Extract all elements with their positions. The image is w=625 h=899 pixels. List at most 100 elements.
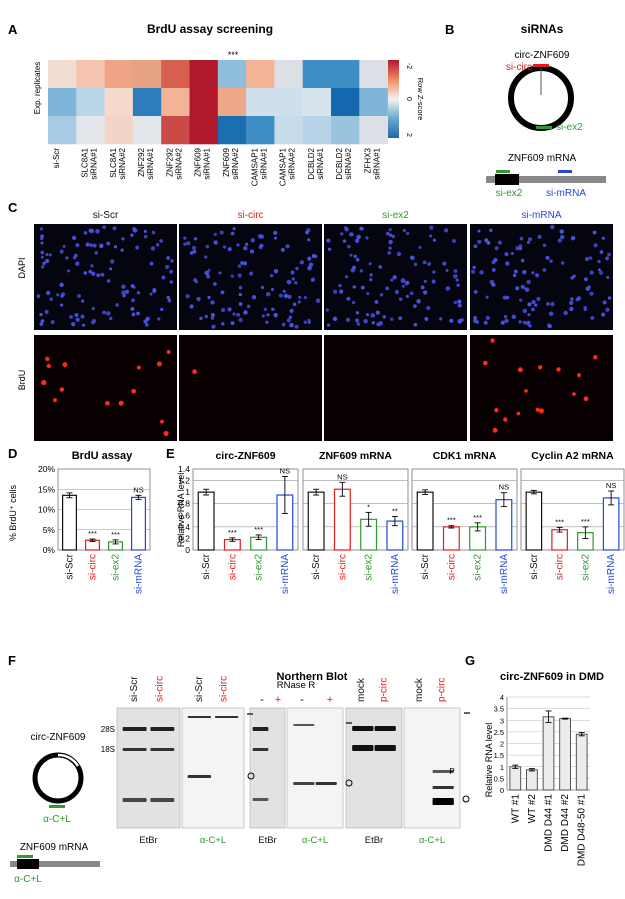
nucleus — [599, 250, 604, 254]
nucleus — [185, 294, 190, 299]
nucleus — [294, 281, 298, 285]
nucleus — [347, 244, 351, 249]
nucleus — [238, 317, 243, 323]
nucleus — [310, 277, 315, 282]
bar — [542, 716, 555, 791]
gel-band — [150, 727, 175, 731]
nucleus — [340, 232, 344, 236]
nucleus — [288, 315, 293, 320]
y-tick-label: 0.6 — [178, 510, 190, 520]
nucleus — [205, 244, 210, 249]
gel-image — [286, 707, 344, 829]
nucleus — [230, 274, 234, 278]
heatmap-col-label: si-Scr — [52, 148, 61, 169]
nucleus — [605, 307, 610, 312]
nucleus — [247, 304, 251, 309]
nucleus — [186, 241, 191, 246]
nucleus — [83, 271, 87, 275]
nucleus — [365, 236, 369, 240]
brdu-positive-cell — [118, 400, 124, 406]
brdu-positive-cell — [503, 417, 508, 422]
row-label-brdu: BrdU — [17, 370, 27, 391]
nucleus — [390, 317, 394, 321]
nucleus — [515, 286, 520, 291]
nucleus — [355, 318, 360, 323]
nucleus — [605, 256, 610, 261]
nucleus — [445, 268, 449, 272]
gel-band — [432, 798, 454, 805]
nucleus — [477, 229, 481, 233]
rna-chart-title: circ-ZNF609 — [215, 450, 275, 462]
nucleus — [238, 302, 243, 306]
significance-label: *** — [254, 525, 263, 534]
marker-circle — [345, 779, 353, 787]
y-tick-label: 1.4 — [178, 464, 190, 474]
brdu-positive-cell — [583, 396, 589, 402]
nucleus — [356, 322, 361, 326]
nucleus — [282, 289, 286, 293]
nucleus — [542, 268, 547, 272]
heatmap-col-label-sub: siRNA#2 — [118, 147, 127, 179]
bar — [131, 496, 147, 551]
nucleus — [136, 291, 141, 295]
nucleus — [165, 265, 170, 270]
nucleus — [105, 311, 111, 316]
nucleus — [74, 312, 79, 318]
nucleus — [39, 227, 44, 231]
panel-letter-e: E — [166, 446, 175, 461]
nucleus — [534, 303, 538, 307]
x-category-label: si-mRNA — [390, 554, 401, 594]
nucleus — [121, 237, 125, 241]
panel-letter-g: G — [465, 653, 475, 668]
nucleus — [528, 324, 532, 328]
nucleus — [545, 255, 550, 260]
nucleus — [189, 304, 194, 309]
nucleus — [518, 244, 523, 248]
brdu-positive-cell — [516, 411, 521, 416]
rnase-label: RNase R — [277, 680, 316, 691]
nucleus — [75, 317, 80, 322]
nucleus — [355, 257, 360, 262]
nucleus — [598, 270, 604, 275]
y-tick-label: 1.2 — [178, 476, 190, 486]
brdu-chart-title: BrdU assay — [72, 450, 133, 462]
nucleus — [325, 308, 329, 312]
y-tick-label: 0.4 — [178, 522, 190, 532]
heatmap-significance: *** — [228, 50, 239, 60]
nucleus — [510, 251, 514, 256]
nucleus — [503, 314, 508, 319]
significance-label: * — [367, 502, 370, 511]
nucleus — [549, 259, 553, 263]
nucleus — [576, 296, 582, 301]
nucleus — [266, 313, 270, 317]
brdu-positive-cell — [538, 408, 544, 414]
heatmap-ylabel: Exp. replicates — [33, 62, 42, 114]
plot-frame — [520, 468, 625, 551]
nucleus — [369, 278, 373, 282]
rnase-minus: - — [260, 694, 264, 706]
nucleus — [207, 295, 211, 299]
x-category-label: WT #2 — [527, 794, 538, 824]
nucleus — [432, 270, 436, 274]
nucleus — [167, 298, 172, 303]
nucleus — [222, 245, 227, 249]
dapi-image — [470, 224, 613, 330]
rna-ylabel: Relative RNA level — [176, 473, 186, 548]
bar — [61, 494, 77, 551]
nucleus — [526, 279, 531, 285]
nucleus — [345, 275, 349, 279]
nucleus — [432, 238, 437, 242]
nucleus — [392, 275, 397, 280]
nucleus — [298, 295, 302, 299]
nucleus — [518, 246, 523, 251]
nucleus — [131, 298, 135, 303]
nucleus — [456, 283, 460, 287]
nucleus — [535, 273, 540, 278]
heatmap-col-label: ZNF609 — [222, 147, 231, 176]
nucleus — [404, 280, 409, 286]
dmd-chart: 0 0.5 1 1.5 2 2.5 3 3.5 4 WT #1 WT #2 DMD D44 #1 DMD… — [494, 693, 590, 866]
rna-chart-title: Cyclin A2 mRNA — [531, 450, 614, 462]
brdu-positive-cell — [136, 365, 141, 370]
significance-label: *** — [88, 529, 97, 538]
nucleus — [285, 244, 290, 249]
